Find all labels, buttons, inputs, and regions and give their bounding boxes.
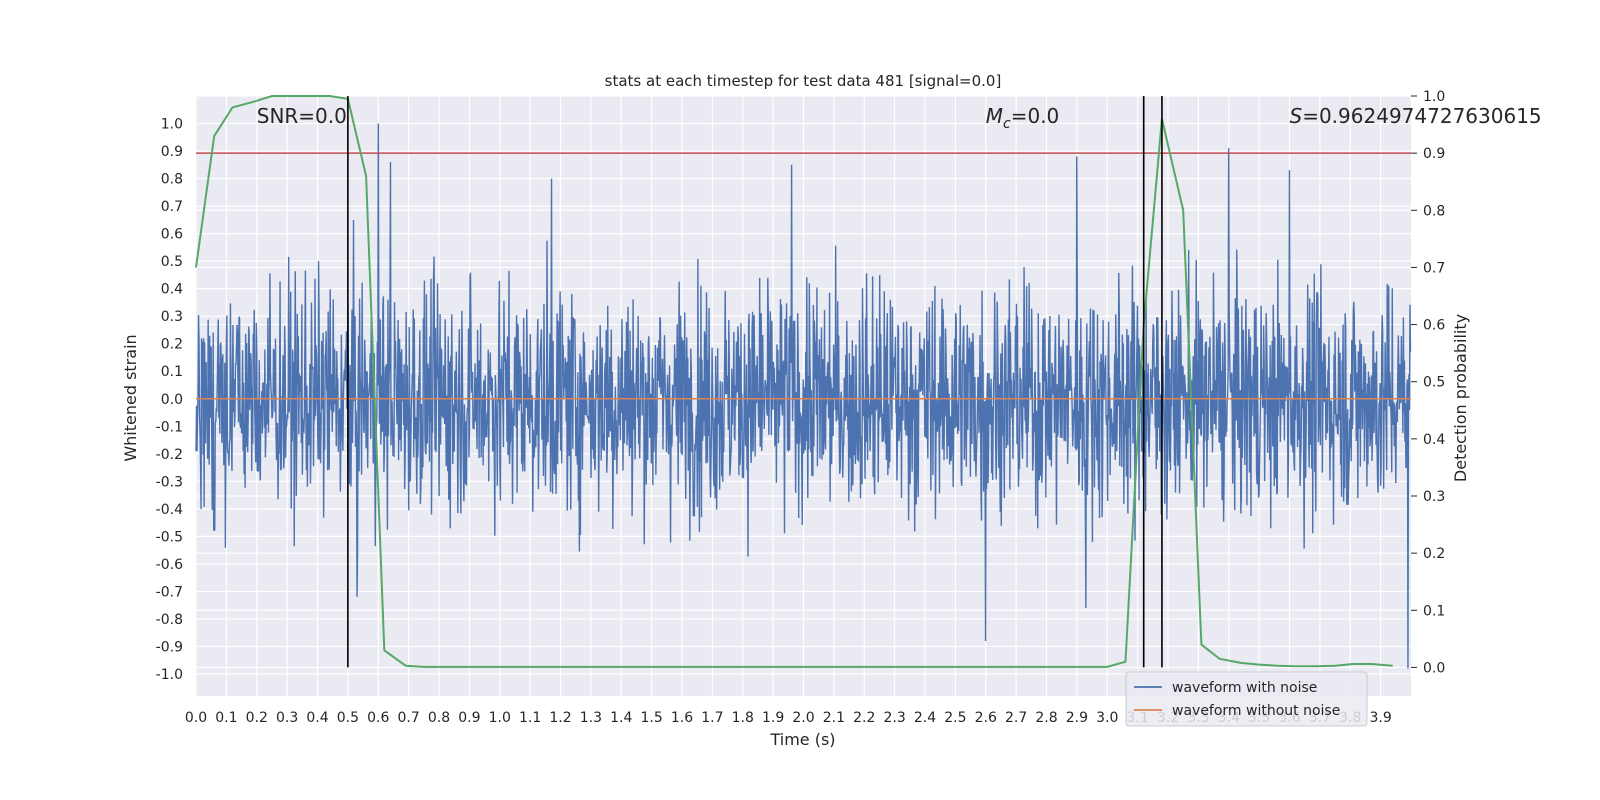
y2-tick-label: 0.8 xyxy=(1423,203,1445,219)
y-tick-label: -0.5 xyxy=(156,529,183,545)
score-annotation: S=0.9624974727630615 xyxy=(1290,104,1542,128)
x-tick-label: 0.3 xyxy=(276,710,298,726)
trigger-lines xyxy=(347,96,1163,668)
y-tick-label: 0.6 xyxy=(161,227,183,243)
x-tick-label: 0.4 xyxy=(306,710,328,726)
y2-tick-label: 0.1 xyxy=(1423,603,1445,619)
annotations: SNR=0.0 Mc=0.0 S=0.9624974727630615 xyxy=(257,104,1542,132)
x-tick-label: 3.0 xyxy=(1096,710,1118,726)
y2-tick-label: 0.9 xyxy=(1423,146,1445,162)
y2-tick-label: 0.7 xyxy=(1423,260,1445,276)
y-tick-label: -1.0 xyxy=(156,667,183,683)
y-tick-label: 0.0 xyxy=(161,392,183,408)
legend-label: waveform without noise xyxy=(1172,703,1340,719)
y2-tick-label: 0.0 xyxy=(1423,660,1445,676)
x-tick-label: 2.5 xyxy=(944,710,966,726)
y-tick-label: 0.5 xyxy=(161,254,183,270)
probability-line xyxy=(195,95,1393,668)
x-tick-label: 2.9 xyxy=(1066,710,1088,726)
snr-annotation: SNR=0.0 xyxy=(257,104,347,128)
x-tick-label: 0.7 xyxy=(397,710,419,726)
y2-tick-label: 1.0 xyxy=(1423,89,1445,105)
y2-tick-label: 0.3 xyxy=(1423,489,1445,505)
x-tick-label: 1.1 xyxy=(519,710,541,726)
y-tick-label: -0.2 xyxy=(156,447,183,463)
x-tick-label: 2.2 xyxy=(853,710,875,726)
y2-axis-label: Detection probability xyxy=(1451,314,1470,482)
x-tick-label: 1.8 xyxy=(732,710,754,726)
y-tick-label: 1.0 xyxy=(161,117,183,133)
x-tick-label: 2.0 xyxy=(792,710,814,726)
x-axis-label: Time (s) xyxy=(769,730,835,749)
x-tick-label: 2.4 xyxy=(914,710,936,726)
x-tick-label: 2.6 xyxy=(975,710,997,726)
x-tick-label: 0.8 xyxy=(428,710,450,726)
y-axis-ticks: 1.0 0.9 0.8 0.7 0.6 0.5 0.4 0.3 0.2 0.1 0.0 -0.1 -0.… xyxy=(156,117,183,683)
x-tick-label: 2.8 xyxy=(1035,710,1057,726)
x-tick-label: 0.2 xyxy=(246,710,268,726)
x-tick-label: 0.0 xyxy=(185,710,207,726)
y-tick-label: 0.9 xyxy=(161,144,183,160)
x-tick-label: 1.9 xyxy=(762,710,784,726)
x-tick-label: 3.9 xyxy=(1369,710,1391,726)
x-tick-label: 2.7 xyxy=(1005,710,1027,726)
y-tick-label: -0.7 xyxy=(156,584,183,600)
y-tick-label: 0.3 xyxy=(161,309,183,325)
y-tick-label: -0.3 xyxy=(156,474,183,490)
y-tick-label: -0.6 xyxy=(156,557,183,573)
y2-axis-ticks: 1.0 0.9 0.8 0.7 0.6 0.5 0.4 0.3 0.2 0.1 0.0 xyxy=(1411,89,1445,676)
y2-tick-label: 0.4 xyxy=(1423,432,1445,448)
y2-tick-label: 0.5 xyxy=(1423,375,1445,391)
x-tick-label: 1.3 xyxy=(580,710,602,726)
chirp-mass-annotation: Mc=0.0 xyxy=(986,104,1060,132)
x-tick-label: 1.6 xyxy=(671,710,693,726)
x-tick-label: 1.7 xyxy=(701,710,723,726)
x-tick-label: 0.6 xyxy=(367,710,389,726)
y-tick-label: -0.8 xyxy=(156,612,183,628)
y-tick-label: 0.2 xyxy=(161,337,183,353)
x-tick-label: 0.9 xyxy=(458,710,480,726)
y2-tick-label: 0.6 xyxy=(1423,318,1445,334)
legend-box xyxy=(1125,671,1368,727)
x-tick-label: 2.3 xyxy=(883,710,905,726)
y-axis-label: Whitened strain xyxy=(121,334,140,461)
y-tick-label: 0.4 xyxy=(161,282,183,298)
y-tick-label: 0.7 xyxy=(161,199,183,215)
x-tick-label: 1.5 xyxy=(640,710,662,726)
y-tick-label: 0.8 xyxy=(161,172,183,188)
y-tick-label: -0.4 xyxy=(156,502,183,518)
x-tick-label: 1.4 xyxy=(610,710,632,726)
legend: waveform with noise waveform without nois… xyxy=(1125,671,1368,727)
x-tick-label: 2.1 xyxy=(823,710,845,726)
series-detection-probability xyxy=(195,95,1393,668)
y-tick-label: -0.9 xyxy=(156,639,183,655)
y-tick-label: -0.1 xyxy=(156,419,183,435)
x-tick-label: 0.5 xyxy=(337,710,359,726)
legend-label: waveform with noise xyxy=(1172,680,1317,696)
x-tick-label: 0.1 xyxy=(215,710,237,726)
y-tick-label: 0.1 xyxy=(161,364,183,380)
chart-title: stats at each timestep for test data 481… xyxy=(605,72,1002,90)
x-tick-label: 1.0 xyxy=(489,710,511,726)
y2-tick-label: 0.2 xyxy=(1423,546,1445,562)
x-tick-label: 1.2 xyxy=(549,710,571,726)
